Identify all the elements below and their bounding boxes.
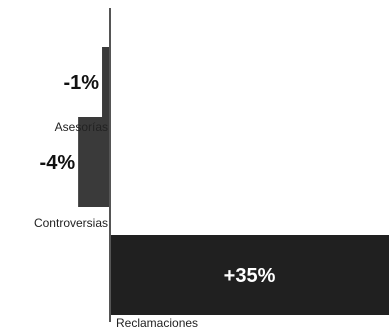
bar-1 <box>102 47 110 117</box>
value-label-1: -1% <box>63 72 99 94</box>
bars-group <box>78 47 389 315</box>
category-label-3: Reclamaciones <box>116 316 198 330</box>
value-label-3: +35% <box>224 265 276 287</box>
labels-group: -1% Asesorías -4% Controversias +35% Reclamac… <box>34 72 276 330</box>
category-label-2: Controversias <box>34 216 108 230</box>
category-label-1: Asesorías <box>55 120 108 134</box>
bar-3 <box>110 235 389 315</box>
value-label-2: -4% <box>40 152 76 174</box>
bar-2 <box>78 117 110 207</box>
